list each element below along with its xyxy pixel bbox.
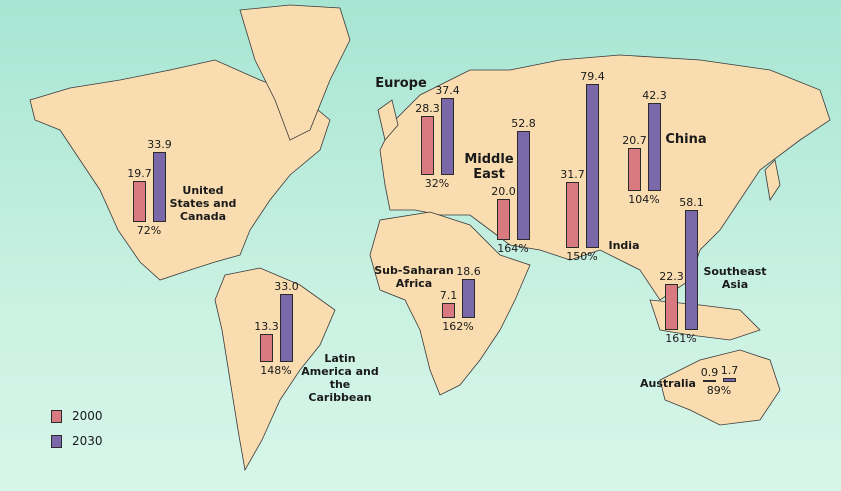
- bar-2030: [586, 83, 599, 248]
- region-name: United States and Canada: [169, 184, 237, 223]
- value-label: 22.3: [659, 269, 684, 283]
- value-label: 1.7: [720, 364, 739, 378]
- bar-2030: [723, 378, 736, 382]
- bar-2030: [685, 209, 698, 330]
- north-america: [29, 59, 331, 281]
- region-name: Sub-Saharan Africa: [374, 264, 454, 290]
- value-label: 19.7: [127, 167, 152, 181]
- value-label: 52.8: [511, 116, 536, 130]
- bar-2000: [703, 380, 716, 383]
- region-name: Middle East: [464, 152, 514, 182]
- value-label: 33.0: [274, 279, 299, 293]
- value-label: 31.7: [560, 168, 585, 182]
- percent-change: 150%: [566, 250, 598, 263]
- region-name: Latin America and the Caribbean: [301, 352, 379, 404]
- percent-change: 164%: [497, 242, 529, 255]
- bar-2000: [665, 283, 678, 330]
- value-label: 28.3: [415, 102, 440, 116]
- australia: [659, 349, 781, 426]
- percent-change: 72%: [136, 224, 162, 237]
- value-label: 20.7: [622, 134, 647, 148]
- region-name: Australia: [640, 377, 696, 390]
- legend-label: 2000: [72, 409, 103, 423]
- bar-2030: [648, 103, 661, 191]
- bar-2030: [517, 130, 530, 240]
- bar-2000: [566, 182, 579, 248]
- bar-2000: [421, 116, 434, 175]
- legend-swatch: [51, 435, 62, 448]
- europe-asia: [379, 54, 831, 301]
- value-label: 0.9: [700, 366, 719, 380]
- bar-2030: [441, 97, 454, 175]
- percent-change: 161%: [665, 332, 697, 345]
- britain: [377, 99, 399, 141]
- value-label: 37.4: [435, 83, 460, 97]
- value-label: 42.3: [642, 89, 667, 103]
- greenland: [239, 4, 351, 141]
- legend-swatch: [51, 410, 62, 423]
- region-name: China: [665, 132, 707, 147]
- bar-2000: [628, 148, 641, 191]
- percent-change: 32%: [424, 177, 450, 190]
- percent-change: 89%: [706, 384, 732, 397]
- value-label: 79.4: [580, 69, 605, 83]
- value-label: 13.3: [254, 320, 279, 334]
- bar-2000: [260, 334, 273, 362]
- value-label: 20.0: [491, 184, 516, 198]
- japan: [764, 159, 781, 202]
- bar-2000: [133, 181, 146, 222]
- value-label: 7.1: [439, 289, 458, 303]
- south-america: [214, 267, 336, 472]
- bar-2030: [153, 151, 166, 222]
- value-label: 33.9: [147, 137, 172, 151]
- percent-change: 104%: [628, 193, 660, 206]
- region-name: India: [608, 239, 640, 252]
- percent-change: 148%: [260, 364, 292, 377]
- bar-2000: [497, 198, 510, 240]
- value-label: 58.1: [679, 195, 704, 209]
- region-name: Europe: [375, 76, 427, 91]
- legend-label: 2030: [72, 434, 103, 448]
- bar-2030: [462, 279, 475, 318]
- bar-2030: [280, 293, 293, 362]
- region-name: Southeast Asia: [703, 265, 767, 291]
- value-label: 18.6: [456, 265, 481, 279]
- percent-change: 162%: [442, 320, 474, 333]
- bar-2000: [442, 303, 455, 318]
